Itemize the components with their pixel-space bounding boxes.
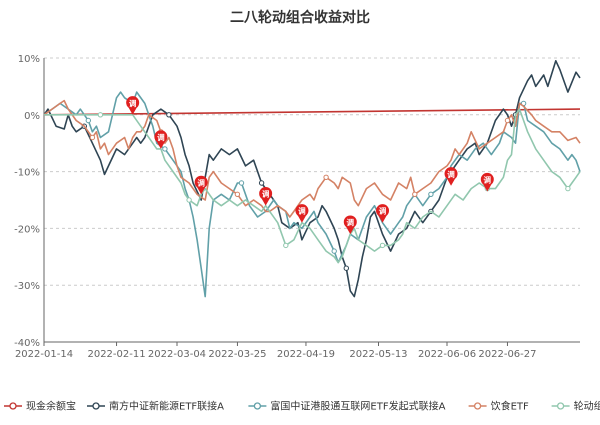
legend-item[interactable]: 轮动组合 <box>551 400 600 413</box>
rebalance-pin <box>376 204 390 223</box>
legend-circle-icon <box>92 402 100 410</box>
legend-circle-icon <box>253 402 262 410</box>
grid <box>44 57 580 286</box>
x-tick-label: 2022-06-06 <box>418 349 476 360</box>
x-tick-label: 2022-03-25 <box>208 349 266 360</box>
chart-title: 二八轮动组合收益对比 <box>230 9 370 26</box>
rebalance-label: 调 <box>157 133 165 142</box>
series-point <box>283 242 289 249</box>
series-point <box>412 191 418 198</box>
rebalance-pin <box>295 204 309 223</box>
rebalance-pin <box>480 172 494 192</box>
rebalance-pin <box>194 175 208 195</box>
rebalance-marker: 调 <box>259 187 273 206</box>
series-point <box>343 265 349 271</box>
legend[interactable]: 现金余额宝 南方中证新能源ETF联接A 富国中证港股通互联网ETF发起式联接A 饮食E… <box>4 400 600 413</box>
series-line <box>43 91 581 298</box>
legend-circle-icon <box>473 402 482 410</box>
legend-label: 现金余额宝 <box>26 400 76 413</box>
series-point <box>428 191 434 198</box>
rebalance-label: 调 <box>262 190 270 199</box>
series-line <box>43 99 581 218</box>
x-tick-label: 2022-02-11 <box>87 349 145 360</box>
series-point <box>162 146 168 152</box>
series-line <box>44 108 581 264</box>
series-point <box>166 112 172 118</box>
x-axis: 2022-01-14 2022-02-11 2022-03-04 2022-03-25… <box>15 341 580 360</box>
rebalance-marker: 调 <box>444 167 458 186</box>
x-tick-label: 2022-06-27 <box>478 349 536 360</box>
series-line <box>43 59 581 298</box>
y-tick-label: -10% <box>14 168 40 179</box>
legend-label: 南方中证新能源ETF联接A <box>109 400 224 413</box>
rebalance-pin <box>126 96 140 115</box>
x-tick-label: 2022-03-04 <box>148 349 206 360</box>
rebalance-label: 调 <box>197 178 205 187</box>
rebalance-label: 调 <box>379 207 387 216</box>
series-point <box>565 185 571 192</box>
legend-item[interactable]: 富国中证港股通互联网ETF发起式联接A <box>248 400 446 413</box>
rebalance-label: 调 <box>347 218 355 227</box>
rebalance-marker: 调 <box>376 204 390 223</box>
rebalance-label: 调 <box>484 175 492 184</box>
rebalance-pin <box>154 130 168 149</box>
series-point <box>331 248 337 254</box>
y-tick-label: 0% <box>24 111 40 122</box>
series-point <box>234 191 241 198</box>
series-point <box>238 180 245 186</box>
y-axis: 10% 0% -10% -20% -30% -40% <box>14 54 45 349</box>
x-tick-label: 2022-05-13 <box>349 349 407 360</box>
rebalance-marker: 调 <box>343 215 357 235</box>
legend-label: 饮食ETF <box>491 400 529 413</box>
rebalance-marker: 调 <box>126 96 140 115</box>
legend-label: 富国中证港股通互联网ETF发起式联接A <box>270 400 445 413</box>
series-point <box>186 197 192 203</box>
y-tick-label: -30% <box>14 281 40 292</box>
series-point <box>258 180 265 186</box>
series-point <box>97 112 104 118</box>
legend-item[interactable]: 现金余额宝 <box>4 400 76 413</box>
legend-label: 轮动组合 <box>574 400 600 413</box>
x-tick-label: 2022-04-19 <box>277 349 335 360</box>
rebalance-pin <box>444 167 458 186</box>
rebalance-label: 调 <box>447 170 455 179</box>
rebalance-pin <box>259 187 273 206</box>
series-point <box>89 134 96 141</box>
legend-circle-icon <box>9 402 17 410</box>
series-point <box>323 174 329 181</box>
legend-circle-icon <box>556 402 565 410</box>
x-tick-label: 2022-01-14 <box>15 349 73 360</box>
y-tick-label: -40% <box>14 338 40 349</box>
legend-item[interactable]: 饮食ETF <box>468 400 529 413</box>
rebalance-marker: 调 <box>194 175 208 195</box>
rebalance-marker: 调 <box>295 204 309 223</box>
series-line <box>43 108 581 116</box>
rebalance-marker: 调 <box>154 130 168 149</box>
y-tick-label: -20% <box>14 224 40 235</box>
series-lines <box>43 59 581 298</box>
rebalance-marker: 调 <box>480 172 494 192</box>
rebalance-label: 调 <box>298 207 306 216</box>
series-point <box>379 242 386 249</box>
rebalance-label: 调 <box>129 99 137 108</box>
y-tick-label: 10% <box>18 54 40 65</box>
series-point <box>85 117 92 124</box>
rebalance-pin <box>343 215 357 235</box>
series-point <box>504 117 511 124</box>
legend-item[interactable]: 南方中证新能源ETF联接A <box>87 400 224 413</box>
